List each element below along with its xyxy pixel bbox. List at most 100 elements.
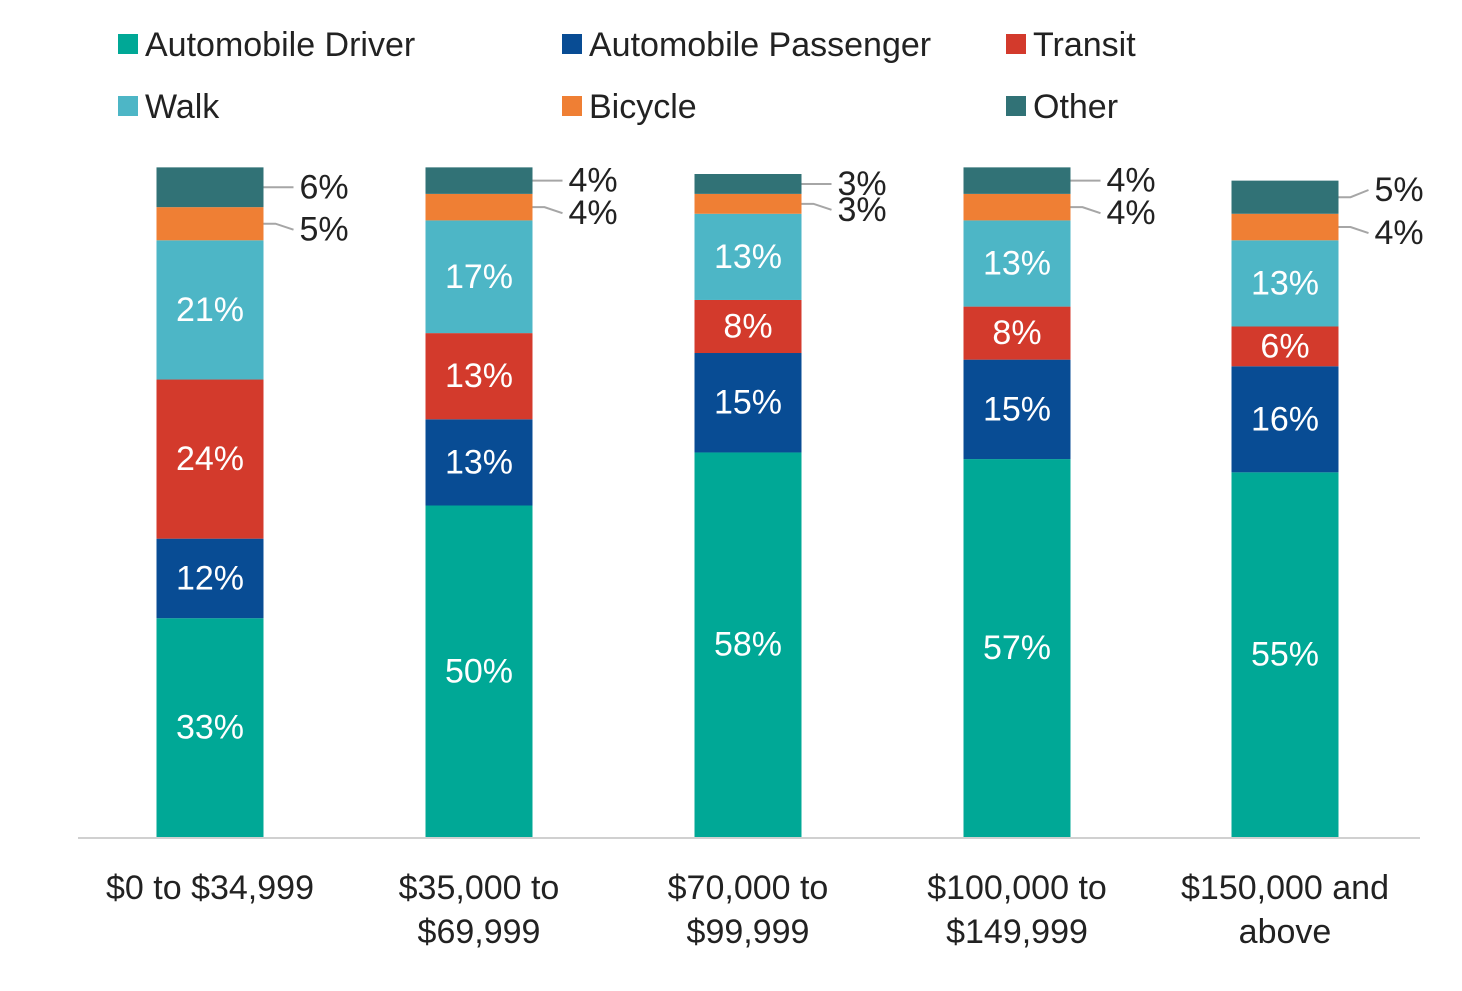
legend: Automobile Driver Automobile Passenger Tra… [118, 26, 1136, 126]
data-label-automobile-passenger-4: 15% [983, 390, 1051, 428]
leader-line-bicycle-4 [1070, 206, 1101, 215]
category-labels: $0 to $34,999 $35,000 to $69,999 $70,000 to… [106, 869, 1389, 951]
category-label-4: $100,000 to $149,999 [927, 869, 1107, 951]
legend-label-automobile-driver: Automobile Driver [145, 26, 415, 64]
category-label-2: $35,000 to $69,999 [399, 869, 560, 951]
legend-swatch-bicycle [562, 96, 582, 116]
bar-stack-5: 55% 16% 6% 13% [1231, 180, 1339, 837]
bar-walk-2 [425, 220, 533, 334]
bar-other-3 [694, 174, 802, 194]
data-label-walk-4: 13% [983, 245, 1051, 283]
legend-label-other: Other [1033, 88, 1118, 126]
category-label-5: $150,000 and above [1181, 869, 1389, 951]
category-label-5-line-2: above [1239, 913, 1332, 951]
data-label-transit-1: 24% [176, 440, 244, 478]
data-label-automobile-driver-2: 50% [445, 652, 513, 690]
category-label-3-line-2: $99,999 [687, 913, 810, 951]
bar-walk-1 [156, 240, 264, 380]
outside-labels: 5%6%4%4%3%3%4%4%4%5% [263, 162, 1424, 252]
legend-swatch-automobile-passenger [562, 34, 582, 54]
bar-automobile-driver-1 [156, 618, 264, 837]
bar-transit-2 [425, 333, 533, 420]
category-label-5-line-1: $150,000 and [1181, 869, 1389, 907]
data-label-walk-2: 17% [445, 258, 513, 296]
data-label-other-5: 5% [1375, 171, 1424, 209]
leader-line-other-5 [1338, 189, 1369, 199]
bar-stack-1: 33% 12% 24% 21% [156, 167, 264, 837]
bar-automobile-driver-2 [425, 505, 533, 837]
data-label-other-1: 6% [300, 168, 349, 206]
legend-item-walk: Walk [118, 88, 220, 126]
data-label-automobile-driver-4: 57% [983, 629, 1051, 667]
legend-label-automobile-passenger: Automobile Passenger [589, 26, 931, 64]
bar-bicycle-2 [425, 193, 533, 221]
bar-bicycle-5 [1231, 213, 1339, 241]
leader-line-bicycle-3 [801, 202, 832, 211]
data-label-transit-5: 6% [1260, 327, 1309, 365]
bar-transit-4 [963, 306, 1071, 360]
bar-transit-3 [694, 299, 802, 354]
data-label-walk-1: 21% [176, 291, 244, 329]
bar-bicycle-4 [963, 193, 1071, 221]
bar-automobile-driver-4 [963, 459, 1071, 837]
bar-transit-5 [1231, 326, 1339, 367]
data-label-automobile-driver-1: 33% [176, 709, 244, 747]
data-label-transit-2: 13% [445, 357, 513, 395]
bar-automobile-passenger-4 [963, 359, 1071, 460]
legend-item-other: Other [1006, 88, 1118, 126]
category-label-1: $0 to $34,999 [106, 869, 314, 907]
legend-item-automobile-driver: Automobile Driver [118, 26, 415, 64]
category-label-4-line-2: $149,999 [946, 913, 1088, 951]
legend-label-transit: Transit [1033, 26, 1136, 64]
category-label-3-line-1: $70,000 to [668, 869, 829, 907]
data-label-other-3: 3% [838, 165, 887, 203]
bar-stack-3: 58% 15% 8% 13% [694, 174, 802, 837]
legend-label-walk: Walk [145, 88, 220, 126]
bar-automobile-driver-5 [1231, 472, 1339, 837]
bar-walk-3 [694, 213, 802, 300]
category-label-1-line-1: $0 to $34,999 [106, 869, 314, 907]
data-label-bicycle-4: 4% [1107, 194, 1156, 232]
bar-other-2 [425, 167, 533, 194]
legend-swatch-other [1006, 96, 1026, 116]
leader-line-bicycle-1 [263, 222, 294, 231]
legend-item-transit: Transit [1006, 26, 1136, 64]
category-label-2-line-1: $35,000 to [399, 869, 560, 907]
plot-area: 33% 12% 24% 21% 50% 13% 13% 17% 58% 15% 8% 13% 57% 15… [156, 167, 1339, 837]
data-label-automobile-driver-3: 58% [714, 626, 782, 664]
data-label-other-4: 4% [1107, 162, 1156, 200]
data-label-bicycle-5: 4% [1375, 214, 1424, 252]
data-label-walk-5: 13% [1251, 264, 1319, 302]
legend-swatch-transit [1006, 34, 1026, 54]
bar-automobile-passenger-5 [1231, 366, 1339, 473]
data-label-automobile-passenger-3: 15% [714, 384, 782, 422]
data-label-transit-3: 8% [723, 307, 772, 345]
bar-walk-5 [1231, 240, 1339, 327]
bar-automobile-driver-3 [694, 452, 802, 837]
data-label-walk-3: 13% [714, 238, 782, 276]
legend-swatch-automobile-driver [118, 34, 138, 54]
bar-other-4 [963, 167, 1071, 194]
leader-line-bicycle-2 [532, 206, 563, 215]
data-label-other-2: 4% [569, 162, 618, 200]
bar-bicycle-3 [694, 193, 802, 214]
data-label-bicycle-1: 5% [300, 211, 349, 249]
legend-label-bicycle: Bicycle [589, 88, 697, 126]
bar-automobile-passenger-1 [156, 538, 264, 619]
bar-automobile-passenger-3 [694, 353, 802, 453]
data-label-bicycle-2: 4% [569, 194, 618, 232]
bar-walk-4 [963, 220, 1071, 307]
bar-stack-2: 50% 13% 13% 17% [425, 167, 533, 837]
category-label-2-line-2: $69,999 [418, 913, 541, 951]
category-label-3: $70,000 to $99,999 [668, 869, 829, 951]
category-label-4-line-1: $100,000 to [927, 869, 1107, 907]
data-label-bicycle-3: 3% [838, 191, 887, 229]
legend-swatch-walk [118, 96, 138, 116]
data-label-automobile-driver-5: 55% [1251, 636, 1319, 674]
bar-other-5 [1231, 180, 1339, 214]
legend-item-bicycle: Bicycle [562, 88, 697, 126]
leader-line-bicycle-5 [1338, 226, 1369, 234]
data-label-automobile-passenger-1: 12% [176, 559, 244, 597]
